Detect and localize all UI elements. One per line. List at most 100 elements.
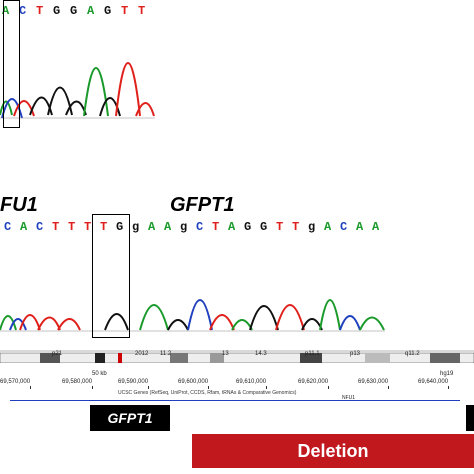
top-trace-black-4 [99, 97, 121, 117]
ideogram-band-label: 11.2 [160, 351, 172, 357]
mid-trace-green-2 [139, 304, 169, 331]
middle-base: A [148, 220, 156, 234]
mid-trace-black-4 [301, 318, 323, 331]
gene-track-label: NFU1 [342, 395, 356, 401]
middle-base: G [260, 220, 268, 234]
coordinate-tick-label: 69,610,000 [236, 379, 267, 385]
coordinate-tick-label: 69,590,000 [118, 379, 149, 385]
middle-base: g [308, 220, 316, 234]
middle-highlight-box [92, 214, 130, 338]
top-trace [0, 62, 155, 119]
mid-trace-black-3 [249, 305, 279, 331]
coordinate-tick [388, 386, 389, 389]
mid-trace-red-3 [57, 318, 81, 331]
ideogram-band-label: 14.3 [255, 351, 267, 357]
top-base: G [53, 4, 61, 18]
middle-base: A [356, 220, 364, 234]
assembly-label: hg19 [440, 371, 454, 377]
mid-trace-blue-1 [9, 318, 27, 331]
coordinate-tick-label: 69,580,000 [62, 379, 93, 385]
top-trace-green-2 [83, 67, 109, 117]
middle-base: T [276, 220, 284, 234]
middle-base: g [180, 220, 188, 234]
middle-base: A [164, 220, 172, 234]
middle-base: A [324, 220, 332, 234]
top-trace-green-1 [0, 100, 13, 116]
top-trace-black-1 [29, 96, 53, 116]
mid-trace-black-2 [167, 319, 189, 331]
middle-base: C [196, 220, 204, 234]
mid-trace-red-5 [275, 304, 305, 331]
mid-trace-blue-3 [339, 315, 361, 331]
coordinate-tick [208, 386, 209, 389]
coordinate-tick [448, 386, 449, 389]
top-base: C [19, 4, 27, 18]
coordinate-tick-label: 69,640,000 [418, 379, 449, 385]
middle-base: T [100, 220, 108, 234]
deletion-bar: Deletion [192, 434, 474, 468]
top-base: T [138, 4, 146, 18]
ideogram-bands [0, 352, 474, 364]
coordinate-tick [30, 386, 31, 389]
mid-trace-red-2 [37, 316, 61, 331]
top-base: T [121, 4, 129, 18]
coordinate-tick [148, 386, 149, 389]
coordinate-tick-label: 69,570,000 [0, 379, 31, 385]
top-trace-red-1 [13, 100, 35, 117]
top-base: T [36, 4, 44, 18]
middle-base: T [68, 220, 76, 234]
mid-trace-blue-2 [187, 299, 213, 331]
coordinate-axis: 50 kb hg19 69,570,000 69,580,000 69,590,00… [0, 371, 474, 404]
middle-base: A [20, 220, 28, 234]
middle-base: g [132, 220, 140, 234]
mid-trace-green-1 [0, 315, 17, 331]
middle-base: C [340, 220, 348, 234]
ideogram-band-label: p13 [350, 351, 361, 357]
mid-trace-green-5 [359, 316, 385, 331]
top-base: A [87, 4, 95, 18]
top-base: G [104, 4, 112, 18]
top-trace-red-2 [115, 62, 141, 117]
gene-track-line [10, 400, 460, 401]
coordinate-tick-label: 69,600,000 [178, 379, 209, 385]
chromosome-ideogram [0, 350, 474, 364]
coordinate-tick [266, 386, 267, 389]
ideogram-band-label: 13 [222, 351, 229, 357]
top-trace-black-2 [47, 86, 73, 116]
coordinate-tick-label: 69,620,000 [298, 379, 329, 385]
gene-label-fu1: FU1 [0, 194, 38, 216]
mid-trace-red-4 [209, 314, 235, 331]
top-trace-red-3 [135, 102, 155, 117]
middle-base: T [292, 220, 300, 234]
top-base: G [70, 4, 78, 18]
mid-trace-red-1 [19, 314, 41, 331]
scale-label: 50 kb [92, 371, 107, 377]
middle-base: A [372, 220, 380, 234]
mid-trace-green-3 [231, 319, 253, 331]
middle-trace [0, 299, 385, 332]
middle-base: C [36, 220, 44, 234]
middle-base: G [244, 220, 252, 234]
middle-base: T [212, 220, 220, 234]
coordinate-tick [328, 386, 329, 389]
right-edge-tag [466, 405, 474, 431]
middle-base: C [4, 220, 12, 234]
mid-trace-black-1 [104, 313, 129, 331]
ideogram-band-label: q11.2 [405, 351, 420, 357]
gene-label-gfpt1: GFPT1 [170, 194, 235, 216]
top-highlight-box [3, 0, 20, 128]
coordinate-tick-label: 69,630,000 [358, 379, 389, 385]
gfpt1-tag: GFPT1 [90, 405, 170, 431]
middle-base: T [52, 220, 60, 234]
middle-base: A [228, 220, 236, 234]
mid-trace-green-4 [319, 299, 341, 331]
top-base: A [2, 4, 10, 18]
ideogram-band-label: p11.1 [305, 351, 320, 357]
track-label: UCSC Genes (RefSeq, UniProt, CCDS, Rfam,… [118, 390, 297, 396]
middle-base: G [116, 220, 124, 234]
middle-base: T [84, 220, 92, 234]
coordinate-tick [92, 386, 93, 389]
ideogram-band-label: 2012 [135, 351, 149, 357]
